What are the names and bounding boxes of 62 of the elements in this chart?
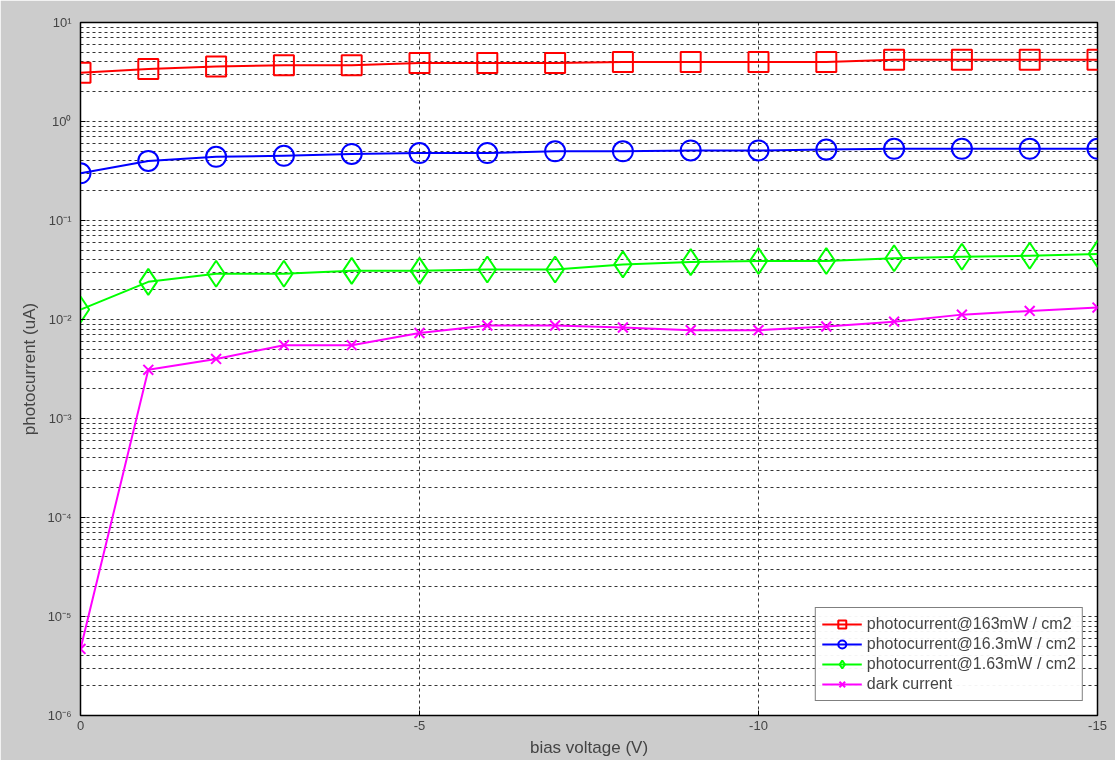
- point: [883, 48, 906, 71]
- point: [345, 339, 358, 352]
- point: [1018, 137, 1041, 160]
- point: [142, 363, 155, 376]
- legend-label: dark current: [866, 675, 953, 693]
- x-axis-title: bias voltage (V): [529, 737, 649, 757]
- point: [815, 138, 838, 161]
- point: [611, 50, 634, 73]
- point: [549, 319, 562, 332]
- point: [611, 140, 634, 163]
- point: [476, 142, 499, 165]
- y-tick-label: 10⁻⁵: [47, 609, 72, 624]
- point: [409, 256, 430, 285]
- point: [205, 145, 228, 168]
- point: [476, 51, 499, 74]
- y-tick-label: 10¹: [52, 15, 73, 30]
- point: [888, 315, 901, 328]
- point: [955, 308, 968, 321]
- point: [747, 139, 770, 162]
- x-tick-label: -5: [413, 717, 426, 733]
- point: [616, 321, 629, 334]
- y-tick-label: 10⁻¹: [48, 213, 73, 228]
- y-tick-label: 10⁻³: [48, 411, 73, 426]
- point: [815, 50, 838, 73]
- x-tick-label: -10: [749, 717, 768, 733]
- point: [413, 327, 426, 339]
- point: [544, 140, 567, 163]
- point: [272, 144, 295, 167]
- point: [272, 54, 295, 77]
- point: [408, 51, 431, 74]
- x-tick-label: -15: [1088, 717, 1107, 733]
- point: [950, 137, 973, 160]
- point: [408, 142, 431, 165]
- point: [340, 54, 363, 77]
- legend-label: photocurrent@163mW / cm2: [866, 615, 1072, 633]
- point: [883, 137, 906, 160]
- point: [950, 48, 973, 71]
- point: [1023, 305, 1036, 317]
- point: [684, 324, 697, 337]
- y-tick-label: 10⁻²: [48, 312, 73, 327]
- point: [205, 55, 228, 78]
- point: [137, 57, 160, 80]
- point: [820, 320, 833, 333]
- point: [747, 50, 770, 73]
- point: [679, 139, 702, 162]
- point: [277, 339, 290, 352]
- legend-label: photocurrent@16.3mW / cm2: [866, 635, 1076, 653]
- point: [748, 246, 769, 275]
- point: [1018, 48, 1041, 71]
- point: [481, 319, 494, 332]
- y-axis-title: photocurrent (uA): [20, 302, 40, 436]
- point: [679, 50, 702, 73]
- point: [210, 352, 223, 365]
- x-tick-label: 0: [76, 717, 85, 733]
- point: [340, 142, 363, 165]
- point: [544, 51, 567, 74]
- point: [752, 324, 765, 337]
- y-tick-label: 10⁰: [52, 114, 72, 129]
- y-tick-label: 10⁻⁴: [47, 510, 72, 525]
- point: [137, 149, 160, 172]
- y-tick-label: 10⁻⁶: [47, 708, 72, 723]
- legend-label: photocurrent@1.63mW / cm2: [866, 655, 1076, 673]
